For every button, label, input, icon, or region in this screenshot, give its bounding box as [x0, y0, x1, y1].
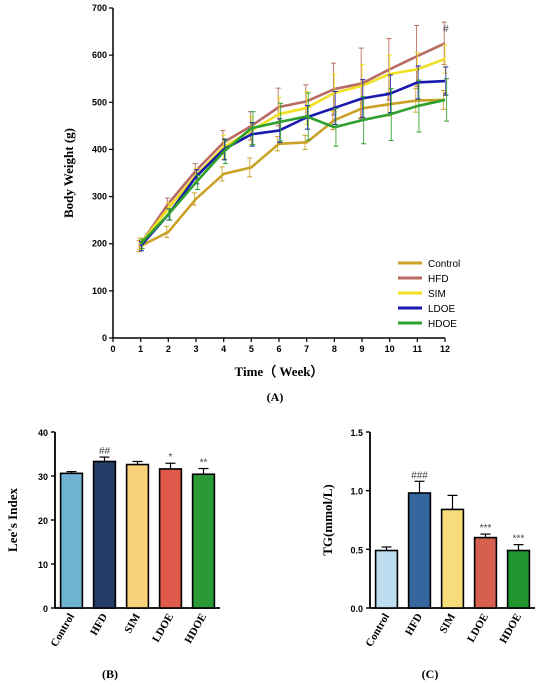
y-tick-label: 100	[92, 286, 107, 296]
significance-annotation-hdoe: **	[200, 458, 208, 469]
y-tick-label: 40	[38, 428, 48, 438]
significance-annotation-hdoe: ***	[513, 534, 525, 545]
y-tick-label: 0.5	[350, 545, 363, 555]
x-tick-label: 6	[276, 344, 281, 354]
significance-annotation: #	[443, 24, 449, 35]
y-tick-label: 500	[92, 97, 107, 107]
bar-ldoe	[473, 536, 498, 609]
x-tick-label: 11	[413, 344, 423, 354]
significance-annotation-hfd: ##	[99, 446, 111, 457]
y-tick-label: 1.5	[350, 428, 363, 438]
x-tick-label: 5	[249, 344, 254, 354]
category-label-hfd: HFD	[403, 611, 425, 637]
category-label-hdoe: HDOE	[498, 612, 525, 646]
legend-label-hfd: HFD	[428, 274, 449, 285]
x-tick-label: 8	[332, 344, 337, 354]
y-tick-label: 0	[102, 333, 107, 343]
significance-annotation-ldoe: *	[169, 452, 173, 463]
category-label-hfd: HFD	[88, 611, 110, 637]
significance-annotation: *	[443, 91, 447, 102]
significance-annotation-ldoe: ***	[480, 523, 492, 534]
category-label-hdoe: HDOE	[183, 612, 210, 646]
bar-sim	[440, 508, 465, 609]
x-tick-label: 3	[193, 344, 198, 354]
bar-hdoe	[506, 549, 531, 609]
legend-label-control: Control	[428, 259, 460, 270]
category-label-control: Control	[363, 612, 392, 650]
y-tick-label: 300	[92, 192, 107, 202]
y-tick-label: 200	[92, 239, 107, 249]
y-tick-label: 0.0	[350, 604, 363, 614]
panel-label-b: (B)	[102, 667, 118, 681]
y-axis-title: Body Weight (g)	[61, 128, 76, 218]
bar-control	[374, 549, 399, 609]
category-label-sim: SIM	[122, 611, 143, 636]
panel-label-c: (C)	[422, 667, 439, 681]
y-tick-label: 400	[92, 144, 107, 154]
panel-label-a: (A)	[267, 390, 284, 404]
category-label-sim: SIM	[437, 611, 458, 636]
legend-label-ldoe: LDOE	[428, 304, 456, 315]
legend-label-hdoe: HDOE	[428, 319, 457, 330]
x-tick-label: 0	[110, 344, 115, 354]
x-tick-label: 2	[166, 344, 171, 354]
series-line-hfd	[139, 42, 446, 245]
y-tick-label: 0	[43, 604, 48, 614]
y-tick-label: 1.0	[350, 487, 363, 497]
category-label-ldoe: LDOE	[150, 612, 176, 645]
y-axis-title: TG(mmol/L)	[320, 484, 335, 556]
series-line-ldoe	[139, 79, 446, 247]
bar-ldoe	[158, 468, 183, 609]
y-axis-title: Lee's Index	[5, 488, 20, 552]
significance-annotation-hfd: ###	[411, 470, 428, 481]
x-tick-label: 10	[385, 344, 395, 354]
series-line-sim	[139, 57, 446, 245]
series-line-control	[140, 98, 446, 248]
bar-control	[59, 472, 84, 609]
chart-b: 0 10 20 30 40 Lee's Index Control ## HFD SIM * LDOE…	[5, 428, 220, 681]
category-label-ldoe: LDOE	[465, 612, 491, 645]
x-tick-label: 9	[359, 344, 364, 354]
category-label-control: Control	[48, 612, 77, 650]
y-tick-label: 20	[38, 516, 48, 526]
chart-c: 0.0 0.5 1.0 1.5 TG(mmol/L) Control ### HFD SIM **…	[320, 428, 535, 681]
bar-hfd	[407, 492, 432, 609]
series-line-hdoe	[139, 98, 446, 245]
bar-hdoe	[191, 473, 216, 609]
y-tick-label: 10	[38, 560, 48, 570]
y-tick-label: 700	[92, 3, 107, 13]
y-tick-label: 30	[38, 472, 48, 482]
x-tick-label: 12	[440, 344, 450, 354]
x-tick-label: 1	[138, 344, 143, 354]
bar-sim	[125, 463, 150, 609]
x-axis-title: Time（ Week）	[235, 364, 324, 379]
legend-label-sim: SIM	[428, 289, 446, 300]
x-tick-label: 7	[304, 344, 309, 354]
y-tick-label: 600	[92, 50, 107, 60]
x-tick-label: 4	[221, 344, 226, 354]
bar-hfd	[92, 460, 117, 609]
